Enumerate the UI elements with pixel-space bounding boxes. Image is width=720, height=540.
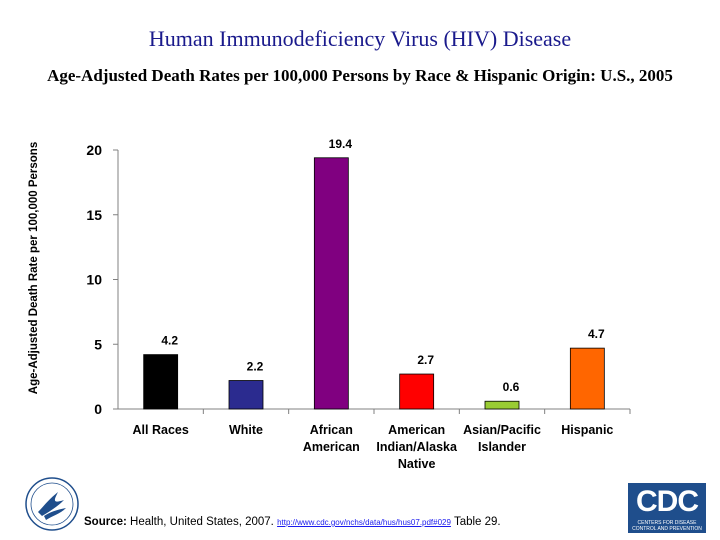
y-tick-label: 20 [86,142,102,158]
x-tick-label: Hispanic [561,423,613,437]
source-suffix: Table 29. [450,516,501,528]
hhs-eagle-seal-icon [25,477,79,531]
chart-bars [143,157,605,410]
data-label: 4.7 [588,327,605,341]
data-label: 19.4 [329,137,353,151]
y-tick-label: 10 [86,272,102,288]
chart-subtitle: Age-Adjusted Death Rates per 100,000 Per… [47,66,673,85]
x-tick-label: All Races [133,423,189,437]
x-tick-label: Asian/Pacific [463,423,541,437]
bar [569,347,605,410]
bar [399,373,435,410]
x-tick-label: African [310,423,353,437]
bar [484,400,520,410]
x-tick-label: American [388,423,445,437]
y-tick-label: 15 [86,207,102,223]
bar [143,354,179,410]
bar-chart: 0 5 10 15 20 4.2 All Races 2.2 White 19.4 African… [86,137,631,471]
source-note: Source: Health, United States, 2007. htt… [84,516,501,528]
cdc-logo-text: CDC [636,485,699,518]
cdc-logo-subtext: CENTERS FOR DISEASE CONTROL AND PREVENTI… [632,520,702,532]
source-text: Health, United States, 2007. [126,516,278,528]
y-tick-label: 5 [94,336,102,352]
source-link[interactable]: http://www.cdc.gov/nchs/data/hus/hus07.p… [277,518,451,527]
chart-labels: 4.2 All Races 2.2 White 19.4 African American 2… [133,137,614,471]
x-tick-label: American [303,440,360,454]
data-label: 4.2 [161,334,178,348]
data-label: 0.6 [503,380,520,394]
source-label: Source: [84,516,127,528]
x-tick-label: Native [398,457,436,471]
x-tick-label: White [229,423,263,437]
x-tick-label: Islander [478,440,526,454]
bar [313,157,349,410]
data-label: 2.7 [417,353,434,367]
data-label: 2.2 [247,360,264,374]
cdc-logo: CDC CENTERS FOR DISEASE CONTROL AND PREV… [628,483,706,533]
x-tick-label: Indian/Alaska [376,440,458,454]
bar [228,380,264,410]
y-tick-label: 0 [94,401,102,417]
chart-title: Human Immunodeficiency Virus (HIV) Disea… [148,26,572,51]
chart-axes: 0 5 10 15 20 [86,142,631,417]
